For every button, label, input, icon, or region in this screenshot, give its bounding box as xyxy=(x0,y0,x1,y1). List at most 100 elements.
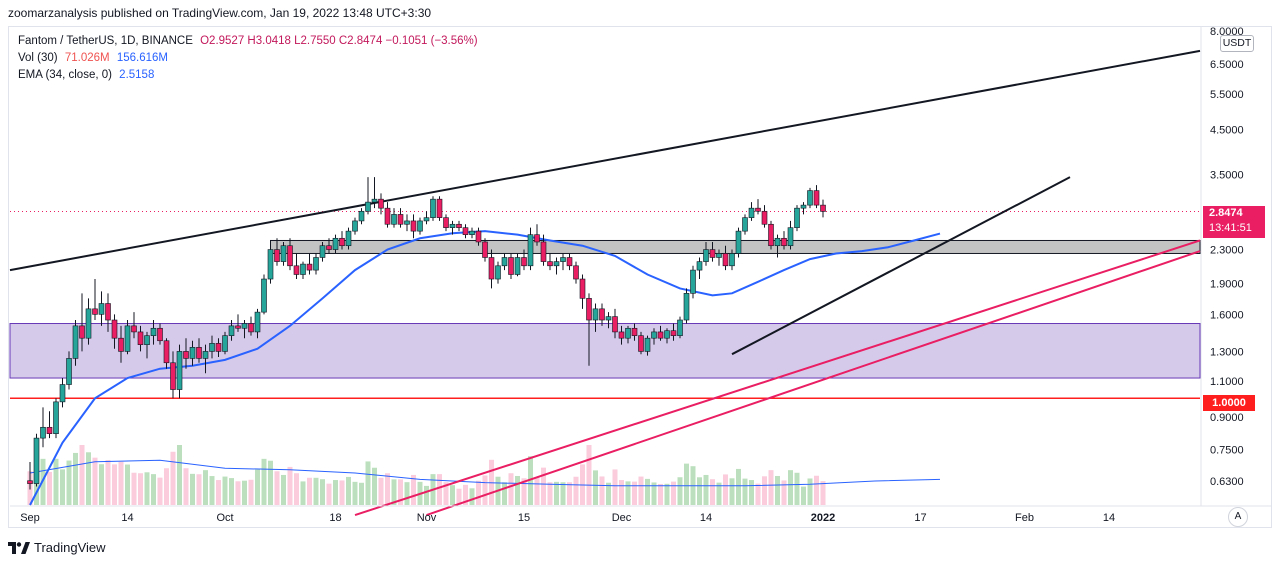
volume-bar xyxy=(138,473,143,505)
candle-body xyxy=(287,245,293,267)
volume-bar xyxy=(326,483,332,505)
candle-body xyxy=(124,325,131,352)
volume-bar xyxy=(190,473,195,505)
volume-bar xyxy=(463,484,468,505)
candle-body xyxy=(72,325,79,359)
volume-bar xyxy=(281,474,286,505)
volume-bar xyxy=(573,476,579,505)
candle-body xyxy=(534,234,540,243)
currency-button[interactable]: USDT xyxy=(1220,35,1254,52)
candle-body xyxy=(144,335,150,345)
candle-body xyxy=(722,253,729,267)
candle-body xyxy=(371,198,378,203)
trendlines-layer xyxy=(9,49,1201,516)
candle-body xyxy=(462,227,469,235)
candle-body xyxy=(300,263,306,275)
volume-bar xyxy=(307,477,312,505)
volume-label[interactable]: Vol (30) xyxy=(18,52,58,64)
volume-bar xyxy=(807,478,813,505)
volume-bar xyxy=(567,482,572,505)
volume-bar xyxy=(684,463,689,505)
volume-bar xyxy=(372,467,377,505)
candle-body xyxy=(352,220,358,232)
volume-bar xyxy=(53,458,59,505)
auto-scale-button[interactable]: A xyxy=(1228,507,1248,527)
legend-volume-row[interactable]: Vol (30) 71.026M 156.616M xyxy=(18,52,172,64)
price-tick-label: 2.3000 xyxy=(1210,245,1244,257)
volume-bar xyxy=(385,473,390,505)
chart-frame[interactable] xyxy=(8,26,1272,528)
volume-bar xyxy=(658,483,663,505)
candle-body xyxy=(709,249,716,258)
candle-body xyxy=(339,237,345,247)
candle-body xyxy=(53,401,59,434)
candle-body xyxy=(189,347,196,359)
time-tick-label: Feb xyxy=(1015,512,1034,524)
volume-bar xyxy=(333,480,338,505)
candle-body xyxy=(807,190,813,206)
volume-bar xyxy=(60,469,65,505)
volume-bar xyxy=(112,464,117,505)
candle-body xyxy=(820,204,826,212)
candle-body xyxy=(137,331,144,345)
time-tick-label: 2022 xyxy=(811,512,835,524)
volume-bar xyxy=(534,477,540,505)
volume-bar xyxy=(391,479,397,505)
candle-body xyxy=(391,214,397,225)
volume-bar xyxy=(651,482,657,505)
price-tick-label: 1.9000 xyxy=(1210,279,1244,291)
volume-bar xyxy=(424,485,429,505)
candle-body xyxy=(235,325,241,329)
volume-bar xyxy=(144,472,150,505)
volume-bar xyxy=(352,481,358,505)
volume-bar xyxy=(86,452,91,505)
volume-bar xyxy=(541,467,546,505)
candle-body xyxy=(521,257,527,267)
tradingview-logo[interactable]: TradingView xyxy=(8,540,106,555)
volume-bar xyxy=(781,480,787,505)
candle-body xyxy=(716,253,722,258)
candle-body xyxy=(365,201,371,212)
publish-line: zoomarzanalysis published on TradingView… xyxy=(8,6,432,20)
volume-bar xyxy=(638,476,644,505)
volume-bar xyxy=(66,460,72,505)
volume-bar xyxy=(294,473,299,505)
candle-body xyxy=(215,343,222,352)
candle-body xyxy=(482,241,488,258)
volume-bar xyxy=(749,480,754,505)
volume-bar xyxy=(606,482,611,505)
candle-body xyxy=(280,245,287,262)
countdown-value: 13:41:51 xyxy=(1209,222,1252,234)
candle-body xyxy=(170,362,176,390)
candle-body xyxy=(248,323,254,333)
candles-layer xyxy=(27,177,826,490)
candle-body xyxy=(638,335,644,352)
volume-bar xyxy=(47,471,52,505)
price-tick-label: 1.3000 xyxy=(1210,346,1244,358)
legend-symbol-row[interactable]: Fantom / TetherUS, 1D, BINANCE O2.9527 H… xyxy=(18,35,482,47)
candle-body xyxy=(495,265,501,280)
volume-bar xyxy=(599,476,605,505)
candle-body xyxy=(670,330,677,336)
candle-body xyxy=(85,308,92,339)
pink-upper-trendline xyxy=(354,239,1201,516)
candle-body xyxy=(196,347,202,359)
volume-bar xyxy=(157,477,163,505)
candle-body xyxy=(586,298,592,321)
candle-body xyxy=(404,220,410,225)
ema-label[interactable]: EMA (34, close, 0) xyxy=(18,69,112,81)
candle-body xyxy=(397,214,404,225)
candle-body xyxy=(729,253,735,267)
volume-bar xyxy=(710,479,715,505)
candle-body xyxy=(625,327,631,339)
candle-body xyxy=(508,257,514,275)
lower-black-trendline xyxy=(731,176,1071,356)
candle-body xyxy=(163,340,170,364)
symbol-label[interactable]: Fantom / TetherUS, 1D, BINANCE xyxy=(18,35,193,47)
volume-bar xyxy=(768,470,774,505)
volume-bar xyxy=(235,481,241,505)
legend-ema-row[interactable]: EMA (34, close, 0) 2.5158 xyxy=(18,69,158,81)
volume-bar xyxy=(177,445,182,505)
volume-bar xyxy=(476,480,481,505)
